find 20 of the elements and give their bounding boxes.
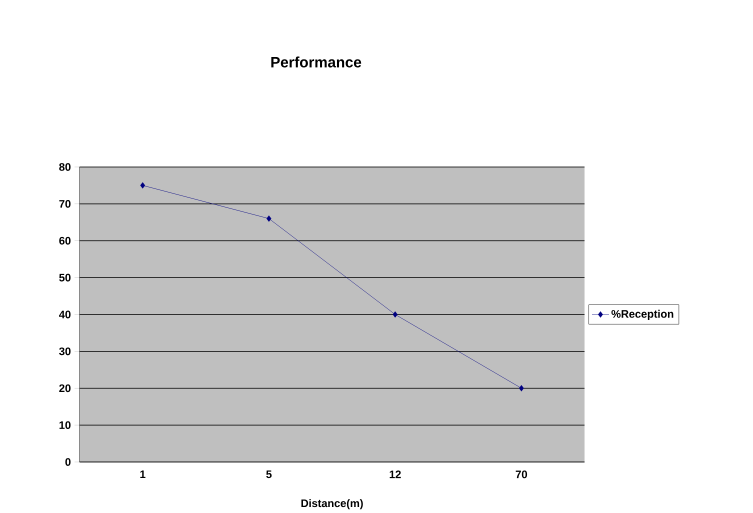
y-tick-label: 70	[59, 200, 71, 208]
chart-title: Performance	[271, 56, 362, 68]
y-tick-label: 60	[59, 237, 71, 245]
x-axis-title: Distance(m)	[301, 499, 363, 510]
x-tick-label: 1	[140, 470, 146, 478]
x-tick-label: 5	[266, 470, 272, 478]
point	[140, 182, 146, 189]
x-tick-label: 70	[516, 470, 528, 478]
y-tick-label: 40	[59, 310, 71, 319]
x-tick-label: 12	[390, 470, 401, 478]
legend-label: %Reception	[611, 310, 674, 320]
point	[518, 385, 524, 392]
y-tick-label: 20	[59, 384, 71, 392]
y-tick-label: 10	[60, 421, 71, 430]
y-tick-label: 50	[59, 274, 71, 282]
y-tick-label: 0	[65, 458, 71, 466]
y-tick-label: 80	[59, 163, 71, 172]
point	[266, 216, 272, 222]
y-tick-label: 30	[59, 348, 71, 356]
point	[392, 311, 398, 318]
